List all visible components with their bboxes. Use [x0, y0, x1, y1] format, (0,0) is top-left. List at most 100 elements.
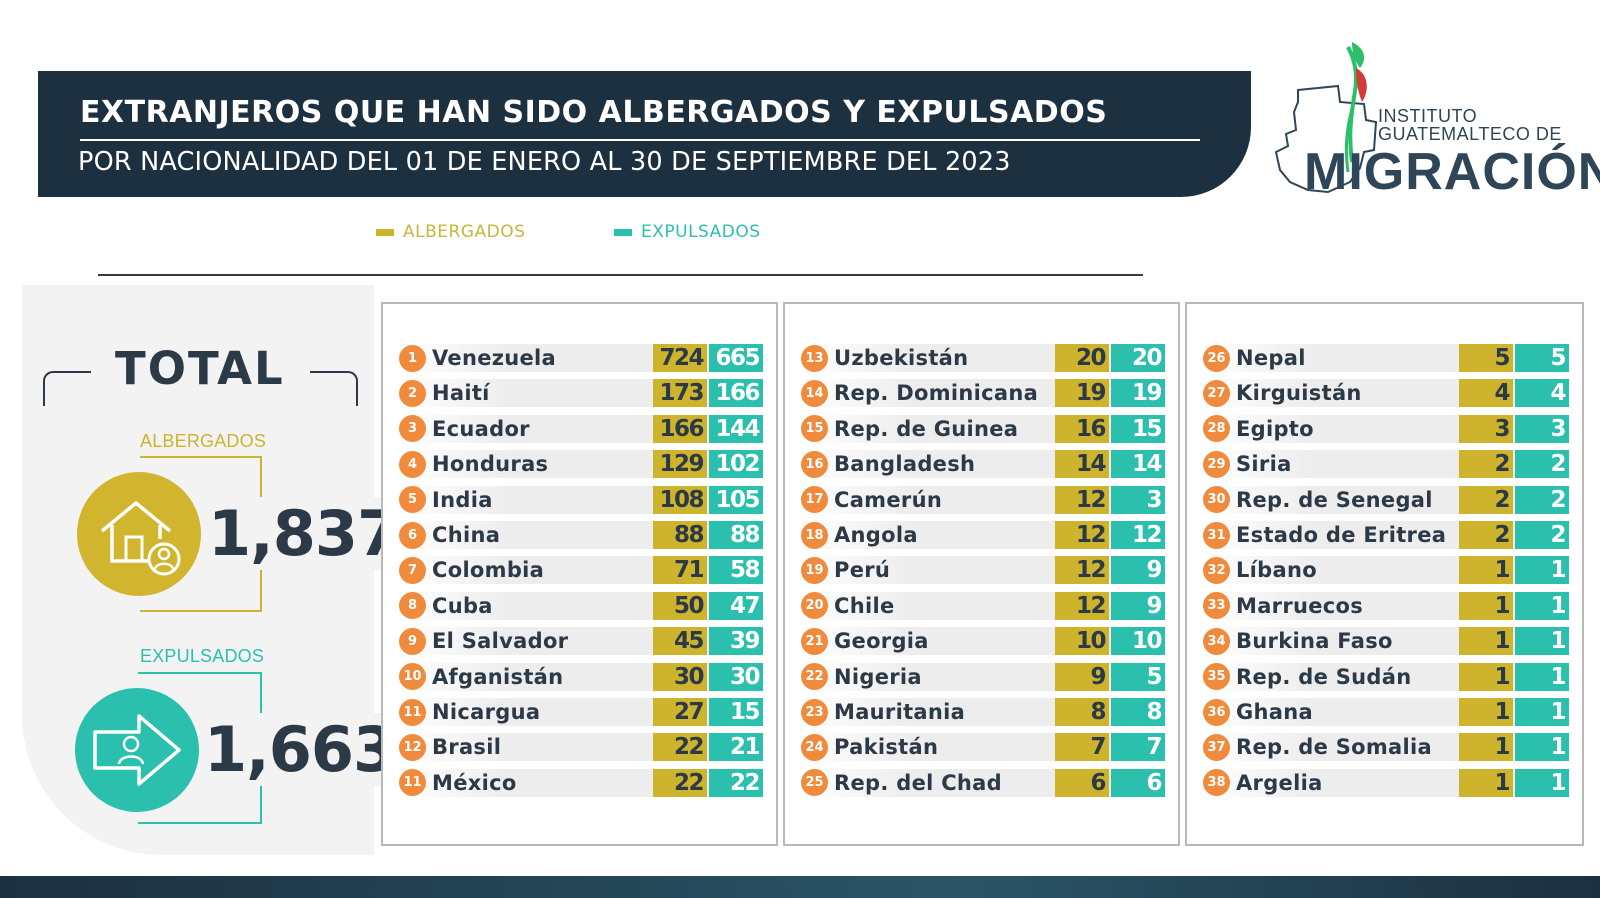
country-name: Ghana [1236, 700, 1313, 724]
rank-badge: 15 [801, 415, 828, 443]
country-name: El Salvador [432, 629, 569, 654]
expulsados-value: 2 [1515, 485, 1569, 514]
table-row: 3 Ecuador 166 144 [399, 414, 763, 443]
table-row: 8 Cuba 50 47 [399, 591, 763, 620]
rank-badge: 14 [801, 379, 828, 407]
country-name: Perú [834, 558, 891, 583]
expulsados-value: 5 [1111, 662, 1165, 691]
rank-badge: 8 [399, 592, 426, 620]
table-row: 16 Bangladesh 14 14 [801, 450, 1165, 479]
table-row: 27 Kirguistán 4 4 [1203, 379, 1569, 408]
rank-badge: 5 [399, 486, 426, 514]
albergados-value: 5 [1459, 344, 1513, 372]
table-row: 4 Honduras 129 102 [399, 450, 763, 479]
country-name: Brasil [432, 735, 502, 760]
expulsados-value: 1 [1515, 662, 1569, 691]
table-row: 35 Rep. de Sudán 1 1 [1203, 662, 1569, 691]
albergados-value: 129 [653, 450, 707, 479]
country-name: Siria [1236, 452, 1292, 477]
expulsados-value: 20 [1111, 344, 1165, 372]
legend-swatch-albergados [376, 228, 394, 236]
table-row: 17 Camerún 12 3 [801, 485, 1165, 514]
total-bracket-left [43, 371, 91, 406]
expulsados-value: 3 [1111, 485, 1165, 514]
table-row: 12 Brasil 22 21 [399, 733, 763, 762]
table-row: 23 Mauritania 8 8 [801, 698, 1165, 726]
expulsados-value: 58 [709, 556, 763, 585]
country-name: Nepal [1236, 346, 1306, 370]
table-row: 37 Rep. de Somalia 1 1 [1203, 733, 1569, 762]
albergados-value: 1 [1459, 627, 1513, 656]
table-row: 38 Argelia 1 1 [1203, 768, 1569, 797]
albergados-value: 14 [1055, 450, 1109, 479]
country-name: Marruecos [1236, 593, 1364, 618]
rank-badge: 22 [801, 663, 828, 691]
expulsados-value: 21 [709, 733, 763, 762]
rank-badge: 19 [801, 556, 828, 584]
country-name: China [432, 523, 501, 547]
rank-badge: 24 [801, 733, 828, 761]
albergados-value: 7 [1055, 733, 1109, 762]
country-name: Líbano [1236, 558, 1317, 583]
total-bracket-right [310, 371, 358, 406]
country-name: Honduras [432, 452, 549, 477]
expulsados-value: 12 [1111, 521, 1165, 549]
country-name: Angola [834, 523, 918, 547]
logo-text-guatemalteco: GUATEMALTECO DE [1378, 124, 1562, 144]
expulsados-value: 144 [709, 414, 763, 443]
rank-badge: 18 [801, 521, 828, 549]
legend-swatch-expulsados [614, 228, 632, 236]
country-name: Nigeria [834, 664, 922, 689]
igm-logo: INSTITUTO GUATEMALTECO DE MIGRACIÓN [1268, 42, 1600, 207]
page-subtitle: POR NACIONALIDAD DEL 01 DE ENERO AL 30 D… [78, 147, 1011, 177]
expulsados-value: 3 [1515, 414, 1569, 443]
table-row: 18 Angola 12 12 [801, 521, 1165, 549]
expulsados-value: 102 [709, 450, 763, 479]
expulsados-value: 5 [1515, 344, 1569, 372]
logo-text-migracion: MIGRACIÓN [1304, 143, 1600, 201]
page-title: EXTRANJEROS QUE HAN SIDO ALBERGADOS Y EX… [80, 95, 1108, 130]
expulsados-total-value: 1,663 [200, 713, 400, 786]
albergados-value: 108 [653, 485, 707, 514]
legend-expulsados: EXPULSADOS [614, 222, 761, 242]
table-row: 25 Rep. del Chad 6 6 [801, 768, 1165, 797]
country-name: Egipto [1236, 416, 1314, 441]
expulsados-value: 47 [709, 591, 763, 620]
expulsados-value: 665 [709, 344, 763, 372]
table-row: 7 Colombia 71 58 [399, 556, 763, 585]
table-row: 6 China 88 88 [399, 521, 763, 549]
table-row: 29 Siria 2 2 [1203, 450, 1569, 479]
table-row: 11 México 22 22 [399, 768, 763, 797]
albergados-value: 1 [1459, 768, 1513, 797]
rank-badge: 6 [399, 521, 426, 549]
expulsados-value: 30 [709, 662, 763, 691]
table-row: 24 Pakistán 7 7 [801, 733, 1165, 762]
rank-badge: 23 [801, 698, 828, 726]
expulsados-value: 1 [1515, 698, 1569, 726]
legend-albergados: ALBERGADOS [376, 222, 525, 242]
guatemala-map-icon [1274, 42, 1378, 194]
country-name: Nicargua [432, 700, 541, 724]
country-name: Estado de Eritrea [1236, 523, 1447, 547]
country-name: Rep. de Sudán [1236, 664, 1412, 689]
table-row: 26 Nepal 5 5 [1203, 344, 1569, 372]
expulsados-value: 166 [709, 379, 763, 408]
albergados-value: 9 [1055, 662, 1109, 691]
expulsados-value: 14 [1111, 450, 1165, 479]
country-name: India [432, 487, 493, 512]
albergados-value: 12 [1055, 521, 1109, 549]
rank-badge: 28 [1203, 415, 1230, 443]
albergados-value: 3 [1459, 414, 1513, 443]
table-row: 2 Haití 173 166 [399, 379, 763, 408]
country-name: Uzbekistán [834, 346, 969, 370]
country-name: Pakistán [834, 735, 939, 760]
table-row: 13 Uzbekistán 20 20 [801, 344, 1165, 372]
table-column-1: 1 Venezuela 724 665 2 Haití 173 166 3 Ecuador 166 1… [381, 302, 778, 846]
rank-badge: 10 [399, 663, 426, 691]
expulsados-value: 19 [1111, 379, 1165, 408]
albergados-value: 12 [1055, 591, 1109, 620]
country-name: Rep. Dominicana [834, 381, 1039, 406]
albergados-value: 12 [1055, 485, 1109, 514]
legend-divider [98, 274, 1143, 276]
albergados-value: 1 [1459, 698, 1513, 726]
